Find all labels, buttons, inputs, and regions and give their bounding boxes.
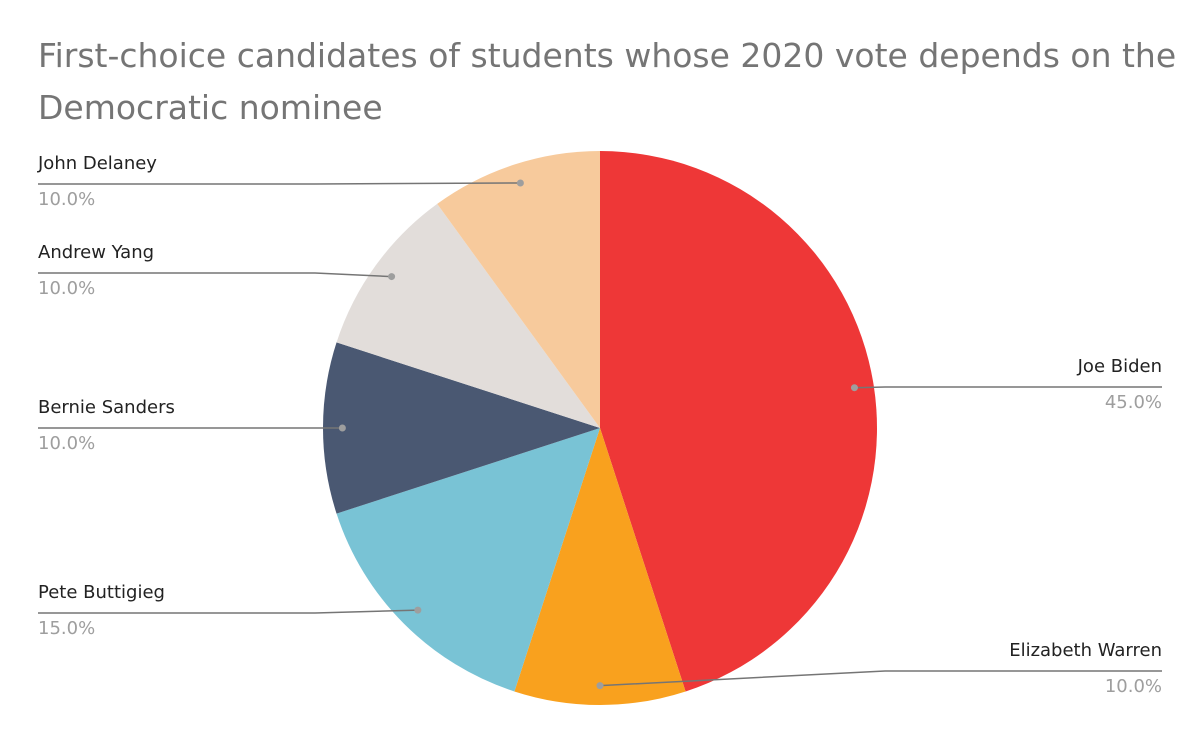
chart-title: First-choice candidates of students whos…	[38, 36, 1177, 127]
pie-slice	[336, 428, 600, 692]
pie-slice	[323, 342, 600, 514]
leader-line	[599, 670, 1162, 687]
pie-slice	[336, 203, 600, 428]
leader-dot	[516, 179, 524, 187]
value-label: 15.0%	[38, 618, 95, 639]
value-label: 45.0%	[1105, 392, 1162, 413]
pie-slice	[514, 428, 686, 705]
leader-dot	[388, 273, 396, 281]
pie-slice	[437, 151, 600, 428]
value-label: 10.0%	[38, 189, 95, 210]
value-label: 10.0%	[38, 278, 95, 299]
slice-label: Joe Biden	[1077, 356, 1162, 377]
leader-dot	[338, 424, 346, 432]
slice-label: Andrew Yang	[38, 242, 154, 263]
value-label: 10.0%	[1105, 676, 1162, 697]
leader-line	[38, 609, 418, 614]
value-label: 10.0%	[38, 433, 95, 454]
slice-label: John Delaney	[37, 153, 157, 174]
leader-dot	[850, 384, 858, 392]
pie-slice	[600, 151, 877, 692]
leader-line	[38, 182, 521, 185]
leader-dot	[414, 606, 422, 614]
slice-label: Elizabeth Warren	[1009, 640, 1162, 661]
leader-line	[38, 272, 392, 278]
slice-label: Pete Buttigieg	[38, 582, 165, 603]
leader-dot	[596, 682, 604, 690]
leader-line	[854, 386, 1162, 389]
slice-label: Bernie Sanders	[38, 397, 175, 418]
